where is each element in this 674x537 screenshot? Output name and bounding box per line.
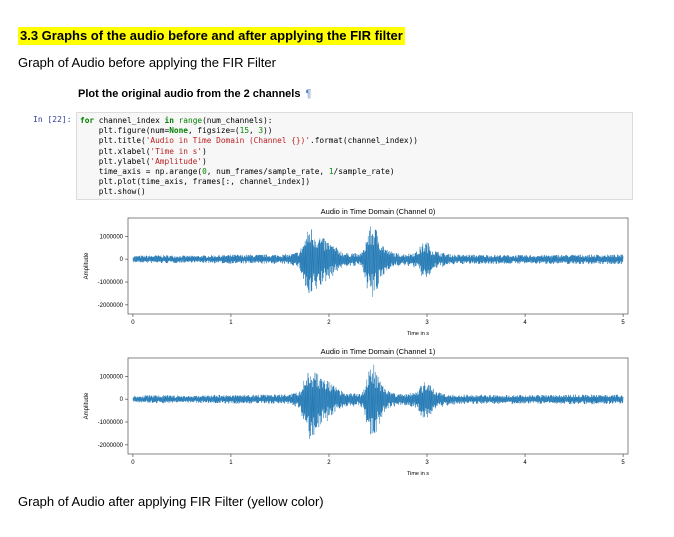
code-line: plt.figure(num=None, figsize=(15, 3)) <box>80 126 273 136</box>
y-tick-label: 1000000 <box>100 234 124 240</box>
y-tick-label: -1000000 <box>98 420 124 426</box>
y-tick-label: -2000000 <box>98 443 124 449</box>
y-tick-label: 1000000 <box>100 374 124 380</box>
y-tick-label: -1000000 <box>98 280 124 286</box>
x-tick-label: 3 <box>425 460 429 466</box>
x-tick-label: 4 <box>523 460 527 466</box>
x-tick-label: 3 <box>425 320 429 326</box>
x-tick-label: 4 <box>523 320 527 326</box>
x-tick-label: 1 <box>229 460 233 466</box>
waveform-chart-channel-1: Audio in Time Domain (Channel 1) 0 1 2 3 4 5 10… <box>84 347 629 477</box>
code-line: plt.xlabel('Time in s') <box>80 146 207 156</box>
waveform-series-line <box>132 364 624 440</box>
code-line: time_axis = np.arange(0, num_frames/samp… <box>80 167 395 177</box>
code-line: plt.show() <box>80 187 146 197</box>
code-line: plt.ylabel('Amplitude') <box>80 156 207 166</box>
x-tick-label: 5 <box>621 460 625 466</box>
waveform-series-line <box>132 226 624 297</box>
x-tick-label: 0 <box>131 320 135 326</box>
x-tick-label: 0 <box>131 460 135 466</box>
y-tick-label: 0 <box>120 397 124 403</box>
code-line: plt.title('Audio in Time Domain (Channel… <box>80 136 418 146</box>
markdown-heading-text: Plot the original audio from the 2 chann… <box>78 88 301 100</box>
x-tick-label: 2 <box>327 320 331 326</box>
section-heading: 3.3 Graphs of the audio before and after… <box>18 27 405 45</box>
code-cell[interactable]: for channel_index in range(num_channels)… <box>76 112 633 200</box>
chart-title: Audio in Time Domain (Channel 0) <box>321 207 436 216</box>
code-line: plt.plot(time_axis, frames[:, channel_in… <box>80 177 311 187</box>
plot-area-frame <box>127 357 629 455</box>
x-tick-label: 2 <box>327 460 331 466</box>
anchor-link-icon[interactable]: ¶ <box>305 88 312 100</box>
subtitle-before: Graph of Audio before applying the FIR F… <box>18 55 276 70</box>
chart-title: Audio in Time Domain (Channel 1) <box>321 347 436 356</box>
x-tick-label: 5 <box>621 320 625 326</box>
x-axis-label: Time in s <box>407 471 429 477</box>
x-tick-label: 1 <box>229 320 233 326</box>
cell-prompt: In [22]: <box>33 115 72 124</box>
y-tick-label: -2000000 <box>98 303 124 309</box>
y-axis-label: Amplitude <box>84 392 90 419</box>
markdown-heading: Plot the original audio from the 2 chann… <box>78 88 311 100</box>
y-tick-label: 0 <box>120 257 124 263</box>
waveform-chart-channel-0: Audio in Time Domain (Channel 0) 0 1 2 3 4 5 10… <box>84 207 629 337</box>
code-line: for channel_index in range(num_channels)… <box>80 116 273 125</box>
x-axis-label: Time in s <box>407 331 429 337</box>
y-axis-label: Amplitude <box>84 252 90 279</box>
subtitle-after: Graph of Audio after applying FIR Filter… <box>18 494 324 509</box>
plot-area-frame <box>127 217 629 315</box>
